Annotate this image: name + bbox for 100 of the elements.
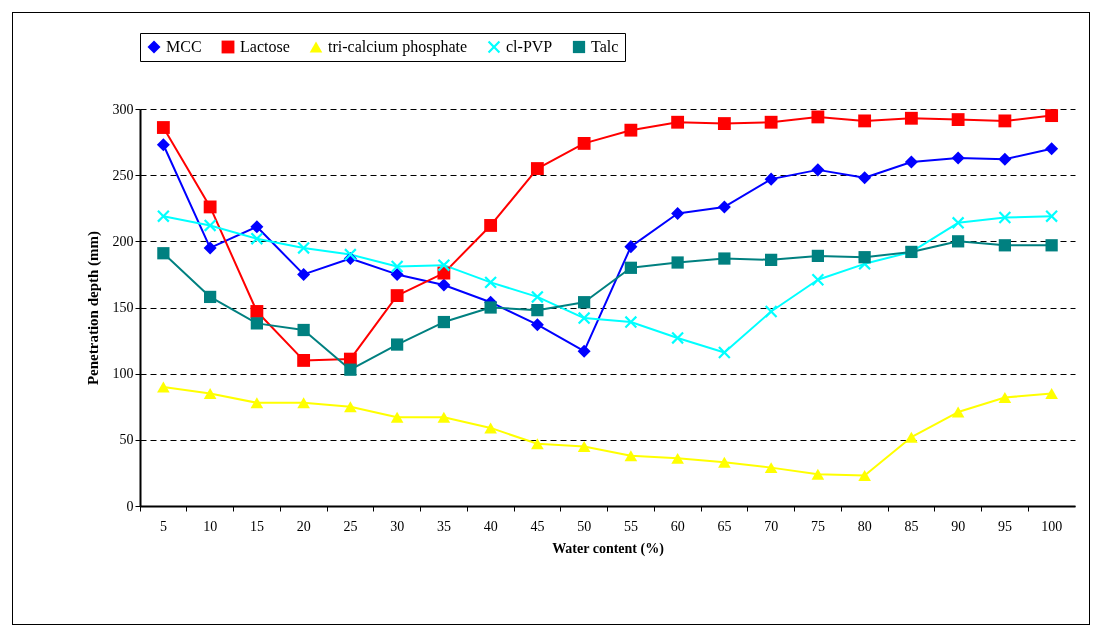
point	[718, 456, 731, 468]
point	[624, 450, 638, 462]
x-tick-label: 5	[159, 518, 167, 534]
point	[624, 261, 637, 274]
point	[250, 317, 263, 330]
x-tick-label: 15	[249, 518, 264, 534]
x-tick-label: 25	[343, 518, 358, 534]
point	[203, 241, 217, 255]
point	[437, 278, 451, 292]
x-tick-label: 65	[717, 518, 732, 534]
point	[951, 113, 965, 127]
point	[390, 260, 404, 273]
point	[297, 354, 311, 367]
x-tick-label: 100	[1041, 518, 1063, 534]
point	[484, 422, 497, 434]
point	[250, 232, 264, 245]
point	[577, 311, 591, 325]
point	[250, 397, 264, 409]
x-tick-label: 90	[951, 518, 966, 534]
point	[951, 406, 965, 418]
point	[624, 315, 638, 329]
point	[531, 438, 544, 450]
point	[437, 258, 451, 272]
point	[998, 211, 1012, 224]
point	[858, 251, 871, 264]
point	[344, 401, 357, 413]
point	[765, 253, 778, 266]
point	[297, 323, 310, 337]
point	[530, 318, 544, 332]
point	[531, 290, 544, 304]
legend-label: cl-PVP	[506, 38, 553, 55]
point	[858, 114, 872, 128]
point	[484, 219, 498, 232]
point	[437, 411, 451, 423]
point	[203, 219, 217, 232]
point	[998, 392, 1012, 403]
point	[811, 273, 825, 286]
point	[998, 239, 1011, 252]
point	[1045, 239, 1058, 252]
point	[390, 267, 404, 281]
point	[811, 110, 825, 124]
x-tick-label: 35	[436, 518, 451, 534]
point	[531, 304, 544, 317]
x-tick-label: 50	[577, 518, 592, 534]
point	[1045, 388, 1058, 399]
point	[203, 200, 217, 214]
y-tick-label: 300	[112, 101, 134, 117]
point	[671, 331, 684, 345]
point	[811, 249, 824, 263]
point	[297, 397, 310, 409]
point	[764, 172, 778, 186]
point	[1045, 209, 1058, 223]
point	[717, 200, 731, 214]
x-tick-label: 80	[857, 518, 872, 534]
point	[297, 241, 310, 255]
point	[157, 381, 170, 393]
point	[904, 155, 918, 169]
point	[203, 388, 217, 399]
x-tick-label: 95	[997, 518, 1012, 534]
x-tick-label: 45	[530, 518, 545, 534]
point	[717, 117, 731, 130]
point	[858, 470, 871, 482]
point	[437, 315, 450, 329]
legend-label: MCC	[166, 38, 202, 55]
y-tick-label: 100	[112, 366, 134, 382]
y-tick-label: 200	[112, 233, 134, 249]
point	[484, 301, 497, 314]
point	[577, 344, 591, 358]
point	[391, 338, 404, 351]
point	[764, 462, 778, 474]
point	[811, 468, 825, 480]
x-tick-label: 60	[670, 518, 685, 534]
point	[858, 171, 872, 185]
x-tick-label: 40	[483, 518, 498, 534]
point	[671, 452, 684, 464]
point	[577, 136, 591, 150]
x-tick-label: 75	[810, 518, 825, 534]
point	[390, 289, 404, 303]
point	[204, 290, 217, 304]
x-axis-title: Water content (%)	[552, 540, 665, 557]
x-tick-label: 55	[623, 518, 638, 534]
point	[624, 240, 638, 254]
point	[764, 115, 778, 129]
y-tick-label: 0	[126, 498, 134, 514]
point	[250, 220, 264, 234]
x-tick-label: 85	[904, 518, 919, 534]
point	[998, 114, 1012, 128]
point	[951, 151, 965, 165]
point	[671, 207, 685, 221]
point	[998, 152, 1012, 166]
point	[530, 162, 544, 175]
point	[578, 296, 591, 309]
point	[1045, 142, 1059, 156]
point	[671, 256, 684, 269]
point	[577, 440, 591, 452]
y-axis-title: Penetration depth (mm)	[84, 230, 102, 386]
point	[344, 248, 357, 261]
x-tick-label: 30	[390, 518, 405, 534]
y-tick-label: 150	[112, 300, 134, 315]
point	[250, 305, 264, 318]
